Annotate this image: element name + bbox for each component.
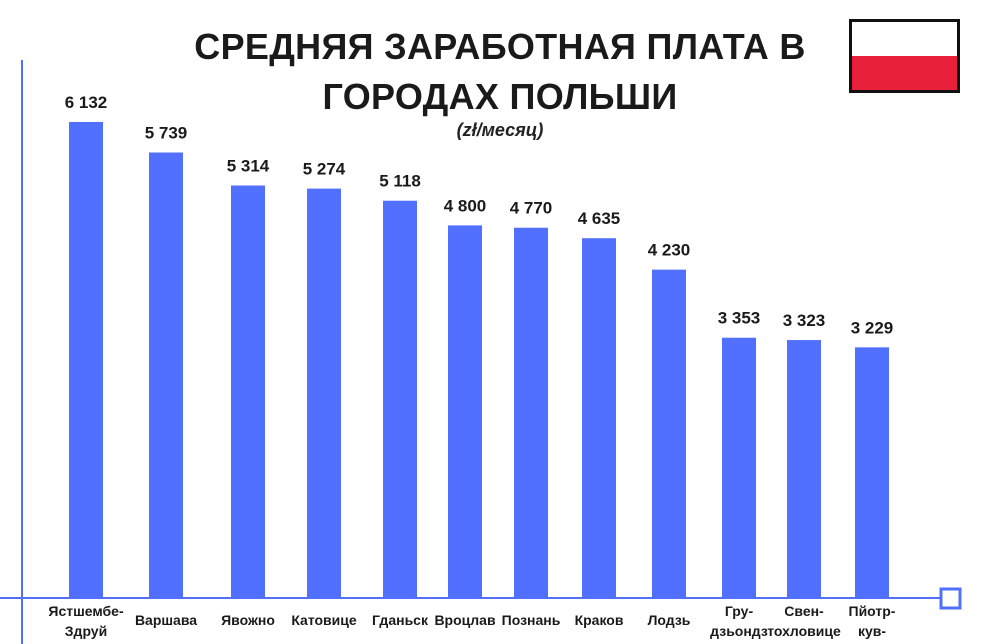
bar-value-label: 3 323 <box>783 311 826 330</box>
x-tick-label: Краков <box>575 612 624 628</box>
x-tick-label-line: Гру- <box>725 603 754 619</box>
x-tick-label-line: Краков <box>575 612 624 628</box>
bar-value-label: 4 230 <box>648 241 691 260</box>
x-tick-label: Свен-тохловице <box>767 603 841 639</box>
bar <box>787 340 821 598</box>
x-tick-label-line: Вроцлав <box>434 612 496 628</box>
bar <box>514 227 548 599</box>
x-tick-label: Вроцлав <box>434 612 496 628</box>
x-tick-label: Лодзь <box>648 612 691 628</box>
x-tick-label-line: кув- <box>858 623 886 639</box>
bar <box>383 200 417 598</box>
flag-red-stripe <box>852 56 957 90</box>
bar-value-label: 5 739 <box>145 124 188 143</box>
x-tick-label-line: Познань <box>502 612 561 628</box>
chart-title: СРЕДНЯЯ ЗАРАБОТНАЯ ПЛАТА В ГОРОДАХ ПОЛЬШ… <box>150 22 850 122</box>
bar-value-label: 5 118 <box>379 172 421 191</box>
chart-subtitle: (zł/месяц) <box>456 120 544 140</box>
bar-value-label: 4 635 <box>578 209 621 228</box>
x-tick-label: Катовице <box>291 612 357 628</box>
bar <box>652 269 686 598</box>
axis-end-square-icon <box>939 587 962 610</box>
x-tick-label-line: Катовице <box>291 612 357 628</box>
x-tick-label: Познань <box>502 612 561 628</box>
bar-value-label: 4 800 <box>444 196 487 215</box>
bar <box>582 238 616 598</box>
chart-title-line-1: СРЕДНЯЯ ЗАРАБОТНАЯ ПЛАТА В <box>194 26 806 67</box>
x-tick-label: Ястшембе- Здруй <box>48 603 124 639</box>
x-tick-label-line: Здруй <box>65 623 107 639</box>
x-tick-label-line: Свен- <box>784 603 824 619</box>
x-tick-label-line: Ястшембе- <box>48 603 124 619</box>
x-tick-label-line: Пйотр- <box>849 603 896 619</box>
bar-value-label: 6 132 <box>65 93 108 112</box>
bar <box>231 185 265 598</box>
x-tick-label-line: дзьондз <box>710 623 768 639</box>
x-tick-label-line: Лодзь <box>648 612 691 628</box>
bar-value-label: 3 353 <box>718 309 761 328</box>
flag-white-stripe <box>852 22 957 56</box>
x-tick-label-line: тохловице <box>767 623 841 639</box>
x-tick-label-line: Варшава <box>135 612 197 628</box>
bar-value-label: 5 314 <box>227 156 270 175</box>
x-tick-label-line: Гданьск <box>372 612 429 628</box>
bar <box>307 188 341 599</box>
bar <box>722 337 756 598</box>
bar <box>149 152 183 599</box>
x-tick-label: Гданьск <box>372 612 429 628</box>
x-tick-label: Варшава <box>135 612 197 628</box>
x-tick-label: Гру-дзьондз <box>710 603 768 639</box>
bar-value-label: 5 274 <box>303 160 346 179</box>
poland-flag-icon <box>849 19 960 93</box>
x-tick-label: Пйотр-кув- <box>849 603 896 639</box>
chart-title-line-2: ГОРОДАХ ПОЛЬШИ <box>322 76 678 117</box>
bar <box>69 122 103 598</box>
bar <box>855 347 889 598</box>
bar-value-label: 4 770 <box>510 199 553 218</box>
bar <box>448 225 482 598</box>
x-tick-label-line: Явожно <box>221 612 275 628</box>
bar-value-label: 3 229 <box>851 318 894 337</box>
x-tick-label: Явожно <box>221 612 275 628</box>
